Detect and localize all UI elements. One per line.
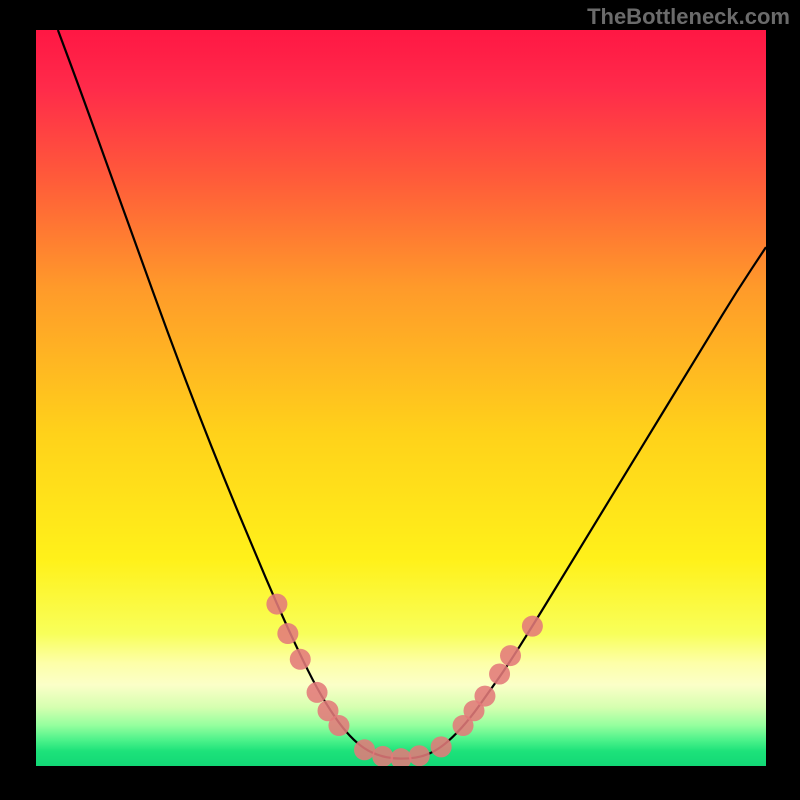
data-marker (328, 715, 349, 736)
data-marker (474, 686, 495, 707)
watermark-text: TheBottleneck.com (587, 4, 790, 30)
bottleneck-curve (58, 30, 766, 759)
data-marker (354, 739, 375, 760)
data-marker (290, 649, 311, 670)
chart-container: { "watermark": { "text": "TheBottleneck.… (0, 0, 800, 800)
data-marker (431, 736, 452, 757)
data-marker (266, 594, 287, 615)
plot-area (36, 30, 766, 766)
data-marker (372, 746, 393, 766)
data-marker (489, 664, 510, 685)
data-marker (277, 623, 298, 644)
data-marker (307, 682, 328, 703)
data-marker (500, 645, 521, 666)
data-marker (522, 616, 543, 637)
data-marker (391, 748, 412, 766)
curve-layer (36, 30, 766, 766)
marker-group (266, 594, 543, 766)
data-marker (409, 745, 430, 766)
